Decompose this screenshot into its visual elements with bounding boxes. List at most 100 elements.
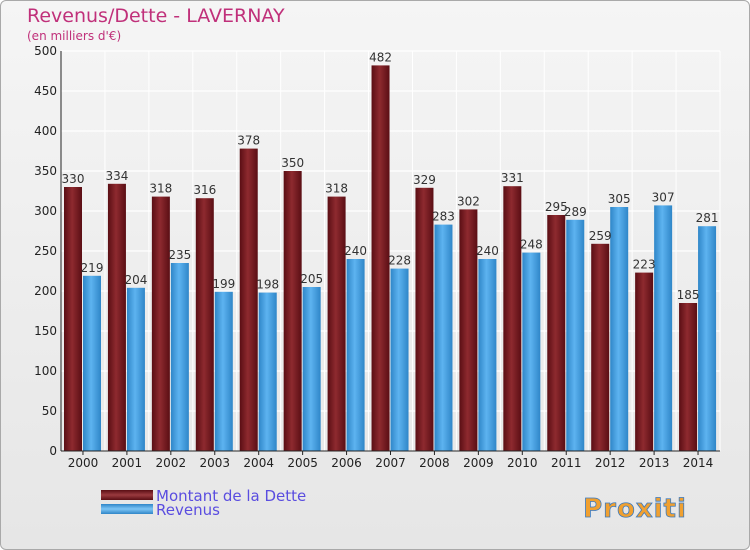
bars bbox=[64, 65, 717, 452]
bar-dette bbox=[64, 187, 82, 451]
data-label: 289 bbox=[564, 205, 587, 219]
data-label: 316 bbox=[193, 183, 216, 197]
data-label: 295 bbox=[545, 200, 568, 214]
data-label: 307 bbox=[652, 190, 675, 204]
data-label: 228 bbox=[388, 254, 411, 268]
data-label: 204 bbox=[124, 273, 147, 287]
bar-revenus bbox=[478, 259, 497, 451]
x-tick-label: 2001 bbox=[112, 456, 143, 470]
x-axis-ticks: 2000 2001 2002 2003 2004 2005 2006 2007 2008 2009… bbox=[68, 451, 714, 470]
bar-dette bbox=[239, 148, 258, 451]
data-label: 198 bbox=[256, 278, 279, 292]
data-label: 223 bbox=[633, 258, 656, 272]
x-tick-label: 2000 bbox=[68, 456, 99, 470]
bar-revenus bbox=[170, 263, 189, 451]
bar-dette bbox=[503, 186, 522, 451]
y-tick-label: 300 bbox=[34, 204, 57, 218]
y-tick-label: 100 bbox=[34, 364, 57, 378]
bar-dette bbox=[195, 198, 214, 451]
data-label: 240 bbox=[476, 244, 499, 258]
bar-revenus bbox=[214, 291, 233, 451]
data-label: 302 bbox=[457, 194, 480, 208]
bar-revenus bbox=[258, 292, 277, 451]
x-tick-label: 2014 bbox=[683, 456, 714, 470]
x-tick-label: 2012 bbox=[595, 456, 626, 470]
x-tick-label: 2006 bbox=[331, 456, 362, 470]
bar-dette bbox=[635, 272, 654, 451]
bar-dette bbox=[107, 183, 126, 452]
legend-label-dette: Montant de la Dette bbox=[156, 487, 306, 505]
y-tick-label: 150 bbox=[34, 324, 57, 338]
legend-swatch-revenus bbox=[101, 504, 153, 514]
bar-dette bbox=[327, 196, 346, 451]
axes bbox=[60, 51, 720, 452]
x-tick-label: 2009 bbox=[463, 456, 494, 470]
bar-dette bbox=[283, 171, 302, 451]
data-labels: 330 219 334 204 318 235 316 199 378 198 350 205 318 2… bbox=[62, 50, 719, 302]
data-label: 482 bbox=[369, 50, 392, 64]
data-label: 318 bbox=[149, 182, 172, 196]
y-tick-label: 350 bbox=[34, 164, 57, 178]
data-label: 330 bbox=[62, 172, 85, 186]
bar-revenus bbox=[83, 275, 101, 451]
y-axis-ticks: 0 50 100 150 200 250 300 350 400 450 500 bbox=[34, 44, 57, 458]
chart-title: Revenus/Dette - LAVERNAY bbox=[27, 5, 285, 27]
legend-label-revenus: Revenus bbox=[156, 501, 220, 519]
bar-dette bbox=[371, 65, 390, 452]
data-label: 331 bbox=[501, 171, 524, 185]
data-label: 205 bbox=[300, 272, 323, 286]
x-tick-label: 2005 bbox=[287, 456, 318, 470]
data-label: 305 bbox=[608, 192, 631, 206]
bar-dette bbox=[679, 303, 698, 451]
y-tick-label: 450 bbox=[34, 84, 57, 98]
data-label: 219 bbox=[81, 261, 104, 275]
x-tick-label: 2007 bbox=[375, 456, 406, 470]
bar-dette bbox=[591, 243, 610, 451]
data-label: 259 bbox=[589, 229, 612, 243]
data-label: 240 bbox=[344, 244, 367, 258]
data-label: 283 bbox=[432, 210, 455, 224]
data-label: 378 bbox=[237, 134, 260, 148]
data-label: 185 bbox=[677, 288, 700, 302]
bar-revenus bbox=[522, 252, 541, 451]
data-label: 334 bbox=[105, 169, 128, 183]
x-tick-label: 2004 bbox=[243, 456, 274, 470]
data-label: 199 bbox=[212, 277, 235, 291]
bar-revenus bbox=[566, 219, 585, 451]
x-tick-label: 2003 bbox=[199, 456, 230, 470]
bar-revenus bbox=[346, 259, 365, 451]
y-tick-label: 500 bbox=[34, 44, 57, 58]
chart-subtitle: (en milliers d'€) bbox=[27, 29, 122, 43]
x-tick-label: 2011 bbox=[551, 456, 582, 470]
bar-dette bbox=[415, 187, 434, 452]
y-tick-label: 50 bbox=[42, 404, 57, 418]
bar-dette bbox=[459, 209, 478, 451]
data-label: 235 bbox=[168, 248, 191, 262]
x-tick-label: 2010 bbox=[507, 456, 538, 470]
bar-dette bbox=[151, 196, 170, 451]
data-label: 329 bbox=[413, 173, 436, 187]
bar-revenus bbox=[434, 224, 453, 451]
data-label: 248 bbox=[520, 238, 543, 252]
watermark: Proxiti bbox=[583, 494, 687, 524]
data-label: 281 bbox=[696, 211, 719, 225]
watermark-logo: Proxiti bbox=[583, 494, 687, 525]
bar-revenus bbox=[302, 287, 321, 451]
bar-dette bbox=[547, 215, 566, 451]
bar-revenus bbox=[126, 287, 145, 451]
y-tick-label: 0 bbox=[49, 444, 57, 458]
bar-revenus bbox=[698, 226, 717, 451]
data-label: 350 bbox=[281, 156, 304, 170]
y-tick-label: 200 bbox=[34, 284, 57, 298]
x-tick-label: 2008 bbox=[419, 456, 450, 470]
legend: Montant de la Dette Revenus bbox=[101, 487, 306, 519]
bar-revenus bbox=[610, 207, 629, 451]
x-tick-label: 2013 bbox=[639, 456, 670, 470]
legend-swatch-dette bbox=[101, 490, 153, 500]
y-tick-label: 250 bbox=[34, 244, 57, 258]
y-tick-label: 400 bbox=[34, 124, 57, 138]
x-tick-label: 2002 bbox=[156, 456, 187, 470]
data-label: 318 bbox=[325, 182, 348, 196]
